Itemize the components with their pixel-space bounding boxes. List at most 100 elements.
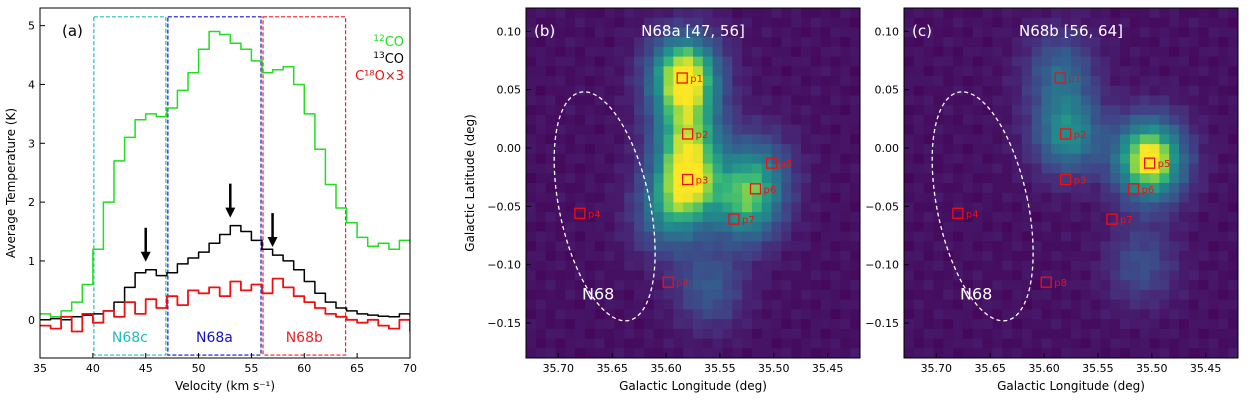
- heat-cell: [565, 173, 576, 184]
- heat-cell: [933, 37, 944, 48]
- heat-cell: [962, 270, 974, 281]
- heat-cell: [962, 328, 974, 340]
- heat-cell: [584, 241, 596, 252]
- heat-cell: [943, 8, 954, 19]
- heat-cell: [634, 212, 645, 223]
- heat-cell: [712, 231, 724, 242]
- heat-cell: [953, 289, 964, 301]
- heat-cell: [526, 328, 537, 340]
- heat-cell: [913, 85, 925, 97]
- heat-cell: [801, 328, 812, 340]
- heat-cell: [1051, 37, 1062, 48]
- heat-cell: [1149, 319, 1161, 330]
- heat-cell: [810, 105, 822, 116]
- heat-cell: [565, 124, 576, 135]
- heat-cell: [1169, 192, 1180, 204]
- heat-cell: [712, 270, 724, 281]
- panel-label-a: (a): [62, 22, 83, 40]
- heat-cell: [923, 231, 935, 242]
- heat-cell: [982, 144, 994, 155]
- range-box-n68b: [262, 16, 347, 356]
- heat-cell: [722, 144, 733, 155]
- heat-cell: [1120, 202, 1131, 213]
- region-label: N68: [582, 285, 614, 304]
- heat-cell: [742, 37, 753, 48]
- heat-cell: [584, 114, 596, 126]
- heat-cell: [1169, 231, 1180, 242]
- heat-cell: [923, 338, 935, 349]
- heat-cell: [1021, 299, 1033, 310]
- heat-cell: [1208, 85, 1219, 97]
- heat-cell: [933, 66, 944, 77]
- heat-cell: [943, 338, 954, 349]
- heat-cell: [913, 221, 925, 233]
- heat-cell: [742, 221, 753, 233]
- heat-cell: [1080, 124, 1092, 135]
- heat-cell: [791, 299, 802, 310]
- heat-cell: [653, 173, 665, 184]
- spectrum-lines: [40, 30, 410, 333]
- heat-cell: [1179, 134, 1190, 145]
- heat-cell: [693, 124, 704, 135]
- heat-cell: [722, 251, 733, 262]
- heat-cell: [1228, 260, 1238, 272]
- heat-cell: [1139, 27, 1151, 38]
- heat-cell: [673, 95, 684, 106]
- heat-cell: [840, 76, 851, 87]
- heat-cell: [982, 260, 994, 272]
- heat-cell: [555, 144, 566, 155]
- heat-cell: [1218, 280, 1229, 291]
- heat-cell: [840, 56, 851, 67]
- heat-cell: [732, 124, 743, 135]
- heat-cell: [535, 76, 547, 87]
- heat-cell: [1110, 144, 1121, 155]
- heat-cell: [801, 76, 812, 87]
- heat-cell: [722, 338, 733, 349]
- heat-cell: [761, 299, 773, 310]
- heat-cell: [683, 66, 694, 77]
- heat-cell: [1012, 105, 1023, 116]
- heat-cell: [913, 17, 925, 29]
- heat-cell: [535, 37, 547, 48]
- heat-cell: [535, 114, 547, 126]
- heat-cell: [693, 114, 704, 126]
- heat-cell: [781, 37, 792, 48]
- heat-cell: [840, 85, 851, 97]
- heat-cell: [982, 183, 994, 194]
- heat-cell: [1080, 163, 1092, 174]
- heat-cell: [1051, 260, 1062, 272]
- heat-cell: [526, 192, 537, 204]
- heat-cell: [1002, 46, 1013, 58]
- heat-cell: [545, 134, 557, 145]
- heat-cell: [634, 27, 645, 38]
- heat-cell: [732, 95, 743, 106]
- heat-cell: [545, 280, 557, 291]
- x-tick-label: 35.70: [921, 362, 953, 375]
- heat-cell: [565, 319, 576, 330]
- heat-cell: [820, 46, 832, 58]
- heat-cell: [1021, 8, 1033, 19]
- heat-cell: [1129, 27, 1141, 38]
- heat-cell: [751, 183, 763, 194]
- heat-cell: [1110, 105, 1121, 116]
- heat-cell: [1090, 319, 1102, 330]
- source-label: p2: [696, 130, 709, 141]
- heat-cell: [1228, 56, 1238, 67]
- heat-cell: [801, 37, 812, 48]
- heat-cell: [604, 37, 616, 48]
- heat-cell: [810, 348, 822, 358]
- heat-cell: [1061, 348, 1072, 358]
- heat-cell: [614, 260, 625, 272]
- heat-cell: [1071, 338, 1082, 349]
- heat-cell: [1051, 114, 1062, 126]
- heat-cell: [1120, 163, 1131, 174]
- heat-cell: [1041, 37, 1052, 48]
- heat-cell: [953, 114, 964, 126]
- heat-cell: [1110, 153, 1121, 165]
- x-tick-label: 35.55: [704, 362, 736, 375]
- heat-cell: [1218, 56, 1229, 67]
- heat-cell: [732, 173, 743, 184]
- heat-cell: [913, 202, 925, 213]
- heat-cell: [953, 153, 964, 165]
